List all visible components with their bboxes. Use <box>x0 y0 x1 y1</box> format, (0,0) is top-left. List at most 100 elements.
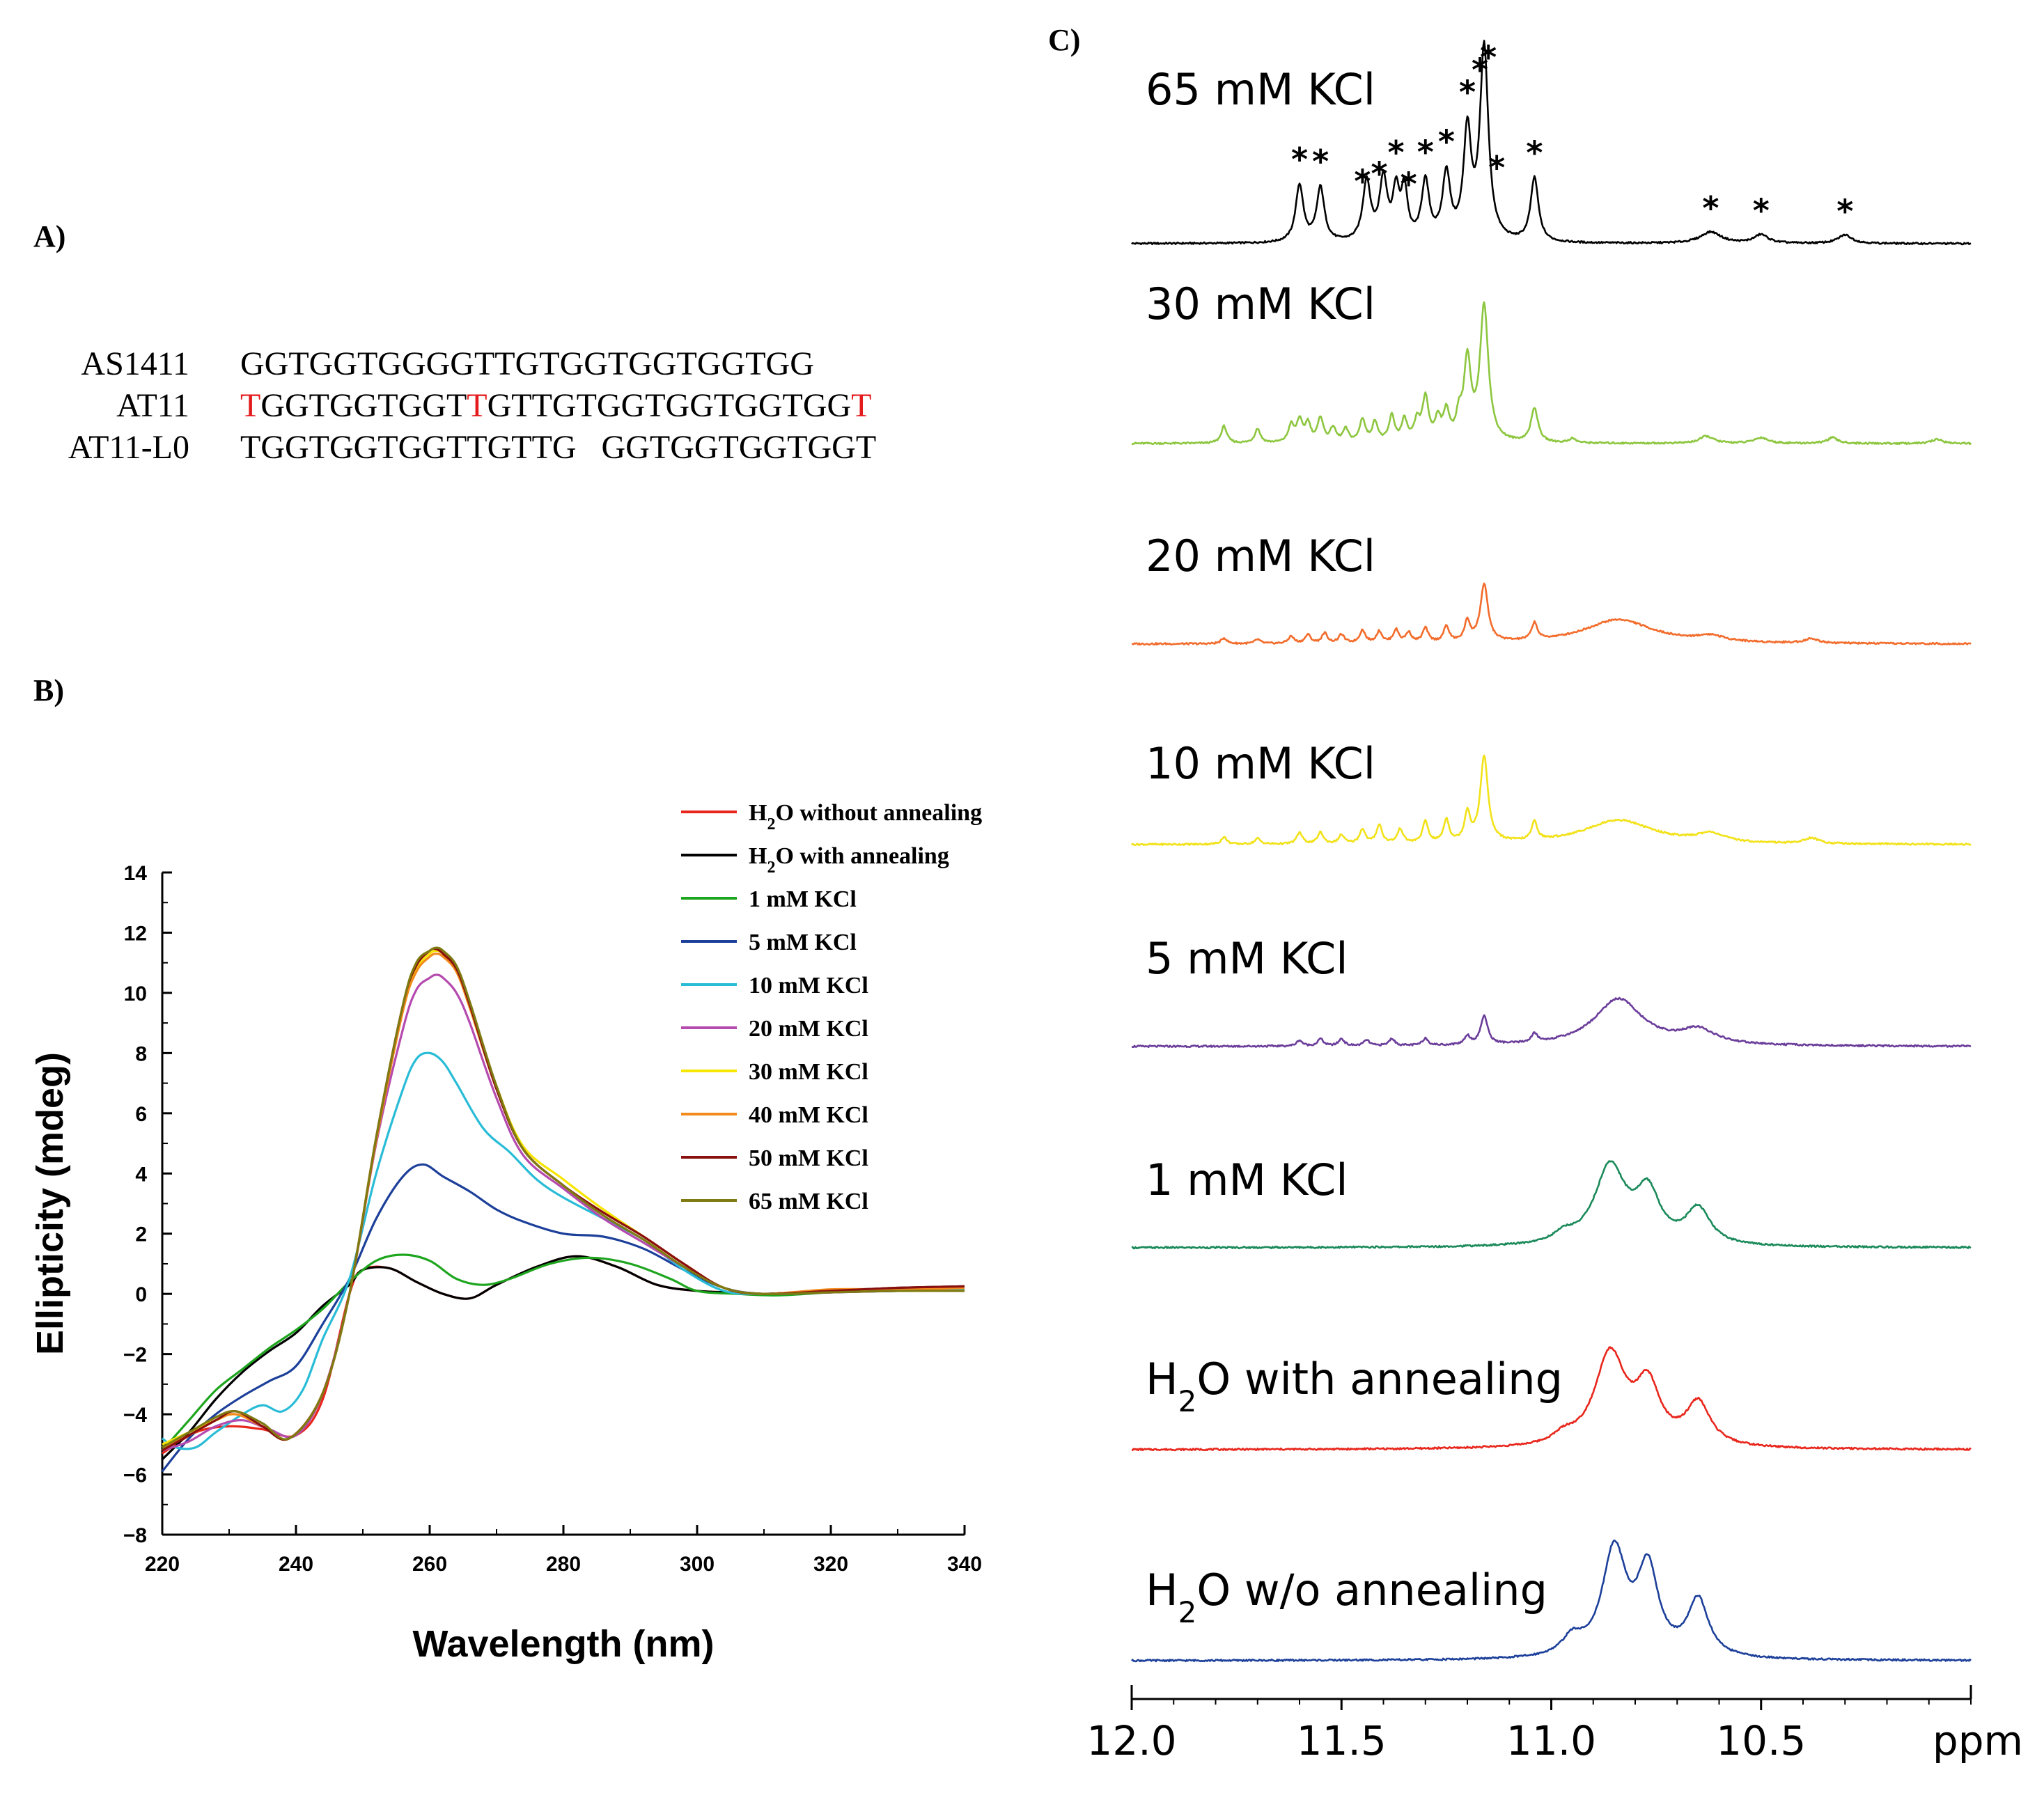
nmr-trace-4: 10 mM KCl <box>1130 738 1972 847</box>
nmr-spectrum-line <box>1131 582 1972 646</box>
sequence-segment: GGTGGTGGGGTTGTGGTGGTGGTGG <box>240 345 814 382</box>
nmr-peak-asterisk: * <box>1753 191 1770 229</box>
nmr-trace-2: 30 mM KCl <box>1131 279 1972 446</box>
cd-y-tick-label: 6 <box>135 1103 147 1126</box>
cd-y-tick-label: −8 <box>123 1524 147 1547</box>
nmr-peak-asterisk: * <box>1291 141 1308 178</box>
nmr-trace-8: H2O w/o annealing <box>1131 1540 1972 1663</box>
panel-label-c: C) <box>1048 23 1080 57</box>
cd-legend-label-h2o-without-annealing: H2O without annealing <box>749 800 982 833</box>
sequence-name-at11-l0: AT11-L0 <box>68 429 189 466</box>
cd-legend-label-20-mm-kcl: 20 mM KCl <box>749 1016 868 1042</box>
cd-legend-label-1-mm-kcl: 1 mM KCl <box>749 886 857 912</box>
nmr-spectrum-line <box>1130 754 1972 847</box>
cd-series-line-h2o-without-annealing <box>162 1255 965 1455</box>
cd-legend-label-30-mm-kcl: 30 mM KCl <box>749 1059 868 1085</box>
nmr-peak-asterisk: * <box>1388 134 1405 171</box>
nmr-trace-label: 65 mM KCl <box>1146 64 1375 115</box>
nmr-trace-label: H2O with annealing <box>1146 1354 1563 1418</box>
sequence-name-at11: AT11 <box>116 387 189 424</box>
cd-x-tick-label: 300 <box>680 1553 715 1576</box>
nmr-peak-asterisk: * <box>1526 134 1543 171</box>
cd-y-tick-label: −2 <box>123 1344 147 1367</box>
nmr-spectrum-line <box>1131 996 1972 1049</box>
nmr-spectrum-line <box>1132 1346 1972 1452</box>
sequence-mutation: T <box>467 387 487 424</box>
nmr-spectrum-line <box>1131 1160 1972 1250</box>
cd-legend-label-40-mm-kcl: 40 mM KCl <box>749 1102 868 1128</box>
cd-series-group <box>161 946 965 1473</box>
nmr-x-tick-label: 12.0 <box>1086 1717 1176 1764</box>
nmr-trace-3: 20 mM KCl <box>1131 531 1972 646</box>
nmr-trace-label: 1 mM KCl <box>1146 1154 1348 1205</box>
cd-series-line-h2o-with-annealing <box>161 1255 965 1461</box>
cd-x-tick-label: 320 <box>813 1553 848 1576</box>
nmr-peak-asterisk: * <box>1702 189 1719 227</box>
nmr-x-tick-label: 11.0 <box>1506 1717 1596 1764</box>
nmr-x-tick-label: 10.5 <box>1716 1717 1806 1764</box>
cd-series-line-10-mm-kcl <box>162 1051 965 1450</box>
nmr-peak-asterisk: * <box>1401 165 1417 203</box>
cd-legend: H2O without annealing H2O with annealing 1… <box>681 800 982 1214</box>
nmr-x-axis: 12.0 11.5 11.0 10.5 <box>1086 1685 1972 1764</box>
cd-y-tick-label: 8 <box>135 1042 147 1065</box>
sequence-at11: TGGTGGTGGTTGTTGTGGTGGTGGTGGT <box>240 387 872 424</box>
nmr-peak-asterisk: * <box>1417 133 1434 171</box>
cd-legend-label-5-mm-kcl: 5 mM KCl <box>749 930 857 955</box>
cd-x-tick-label: 340 <box>947 1553 982 1576</box>
cd-y-tick-label: −6 <box>123 1464 147 1487</box>
sequence-segment: GTTGTGGTGGTGGTGG <box>487 387 852 424</box>
cd-x-tick-label: 220 <box>145 1553 180 1576</box>
sequence-segment: TGGTGGTGGTTGTTG GGTGGTGGTGGT <box>240 429 876 466</box>
cd-y-tick-label: 2 <box>135 1223 147 1246</box>
panel-label-a: A) <box>33 219 65 253</box>
cd-y-tick-label: 0 <box>135 1283 147 1306</box>
nmr-trace-5: 5 mM KCl <box>1131 933 1972 1049</box>
cd-legend-label-h2o-with-annealing: H2O with annealing <box>749 843 949 877</box>
cd-legend-label-50-mm-kcl: 50 mM KCl <box>749 1145 868 1171</box>
nmr-x-axis-label: ppm <box>1933 1717 2023 1764</box>
nmr-peak-asterisk: * <box>1438 123 1455 161</box>
cd-axes: −8 −6 −4 −2 0 2 4 6 8 10 12 14 220 240 260 280 300 320 340 <box>123 862 982 1576</box>
nmr-peak-asterisk: * <box>1354 162 1371 200</box>
cd-series-line-1-mm-kcl <box>161 1253 965 1452</box>
nmr-peak-asterisk: * <box>1371 155 1387 192</box>
cd-x-axis-label: Wavelength (nm) <box>412 1623 714 1665</box>
nmr-peak-asterisk: * <box>1459 74 1476 111</box>
cd-x-tick-label: 280 <box>546 1553 581 1576</box>
sequence-name-as1411: AS1411 <box>81 345 189 382</box>
cd-legend-label-65-mm-kcl: 65 mM KCl <box>749 1189 868 1214</box>
nmr-trace-label: 5 mM KCl <box>1146 933 1348 984</box>
nmr-trace-label: H2O w/o annealing <box>1146 1565 1547 1629</box>
nmr-peak-asterisk: * <box>1312 143 1329 180</box>
nmr-spectrum-line <box>1131 1540 1972 1663</box>
cd-y-tick-label: 4 <box>135 1163 147 1186</box>
nmr-trace-label: 30 mM KCl <box>1146 279 1375 329</box>
nmr-peak-asterisk: * <box>1480 38 1497 76</box>
cd-y-tick-label: 10 <box>124 982 147 1005</box>
nmr-spectrum-line <box>1131 40 1972 246</box>
cd-y-tick-label: −4 <box>123 1404 148 1427</box>
nmr-trace-7: H2O with annealing <box>1132 1346 1972 1452</box>
sequence-mutation: T <box>240 387 260 424</box>
cd-series-line-65-mm-kcl <box>162 946 965 1448</box>
sequence-as1411: GGTGGTGGGGTTGTGGTGGTGGTGG <box>240 345 814 382</box>
cd-spectrum-chart: −8 −6 −4 −2 0 2 4 6 8 10 12 14 220 240 260 280 300 320 340… <box>29 800 982 1665</box>
cd-x-tick-label: 240 <box>279 1553 313 1576</box>
nmr-spectrum-line <box>1131 301 1972 446</box>
nmr-trace-label: 20 mM KCl <box>1146 531 1375 581</box>
nmr-trace-1: 65 mM KCl* ** **** ***** ** * * <box>1131 38 1972 246</box>
nmr-trace-label: 10 mM KCl <box>1146 738 1375 789</box>
sequence-at11-l0: TGGTGGTGGTTGTTG GGTGGTGGTGGT <box>240 429 876 466</box>
nmr-peak-asterisk: * <box>1488 149 1505 187</box>
nmr-trace-6: 1 mM KCl <box>1131 1154 1972 1250</box>
cd-y-tick-label: 14 <box>124 862 148 885</box>
cd-y-tick-label: 12 <box>124 922 147 945</box>
sequence-mutation: T <box>851 387 871 424</box>
cd-x-tick-label: 260 <box>412 1553 447 1576</box>
sequence-segment: GGTGGTGGT <box>260 387 467 424</box>
